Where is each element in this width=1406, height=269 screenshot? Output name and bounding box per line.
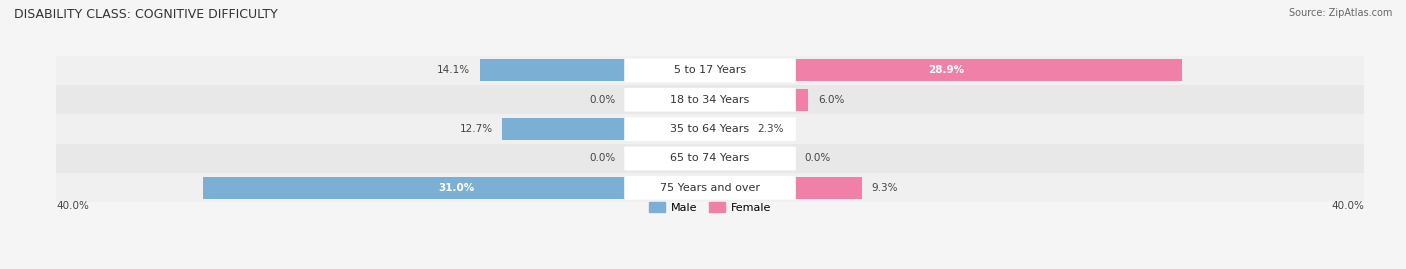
- FancyBboxPatch shape: [624, 88, 796, 112]
- Text: 9.3%: 9.3%: [872, 183, 898, 193]
- Text: 18 to 34 Years: 18 to 34 Years: [671, 95, 749, 105]
- Bar: [56, 173, 1364, 203]
- Text: 14.1%: 14.1%: [437, 65, 470, 75]
- Text: 2.3%: 2.3%: [758, 124, 785, 134]
- Bar: [56, 114, 1364, 144]
- Bar: [710, 177, 862, 199]
- FancyBboxPatch shape: [624, 147, 796, 170]
- Text: 5 to 17 Years: 5 to 17 Years: [673, 65, 747, 75]
- FancyBboxPatch shape: [624, 117, 796, 141]
- Text: 0.0%: 0.0%: [804, 154, 831, 164]
- Bar: [710, 89, 808, 111]
- Text: 40.0%: 40.0%: [56, 201, 89, 211]
- Legend: Male, Female: Male, Female: [644, 198, 776, 217]
- Bar: [710, 147, 717, 169]
- Bar: [502, 118, 710, 140]
- Text: 35 to 64 Years: 35 to 64 Years: [671, 124, 749, 134]
- Text: 0.0%: 0.0%: [589, 95, 616, 105]
- Bar: [703, 147, 710, 169]
- FancyBboxPatch shape: [624, 176, 796, 200]
- FancyBboxPatch shape: [624, 59, 796, 82]
- Bar: [56, 85, 1364, 114]
- Text: Source: ZipAtlas.com: Source: ZipAtlas.com: [1288, 8, 1392, 18]
- Bar: [56, 56, 1364, 85]
- Text: 12.7%: 12.7%: [460, 124, 492, 134]
- Bar: [56, 144, 1364, 173]
- Bar: [710, 59, 1182, 82]
- Bar: [710, 118, 748, 140]
- Text: 28.9%: 28.9%: [928, 65, 965, 75]
- Text: 0.0%: 0.0%: [589, 154, 616, 164]
- Text: 75 Years and over: 75 Years and over: [659, 183, 761, 193]
- Text: 40.0%: 40.0%: [1331, 201, 1364, 211]
- Bar: [479, 59, 710, 82]
- Text: 6.0%: 6.0%: [818, 95, 844, 105]
- Text: 31.0%: 31.0%: [439, 183, 475, 193]
- Bar: [703, 89, 710, 111]
- Text: 65 to 74 Years: 65 to 74 Years: [671, 154, 749, 164]
- Bar: [204, 177, 710, 199]
- Text: DISABILITY CLASS: COGNITIVE DIFFICULTY: DISABILITY CLASS: COGNITIVE DIFFICULTY: [14, 8, 278, 21]
